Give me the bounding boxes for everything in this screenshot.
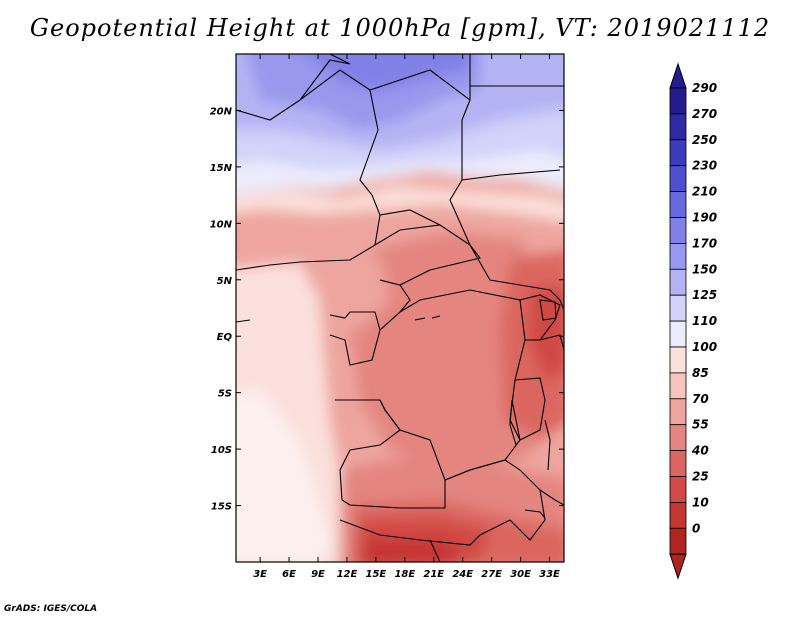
colorbar-label: 125 [692, 288, 717, 302]
colorbar-swatch [669, 450, 687, 477]
y-tick-label: 10S [211, 445, 232, 456]
colorbar-label: 85 [692, 366, 709, 380]
y-tick-label: EQ [217, 332, 233, 343]
colorbar-swatch [669, 139, 687, 167]
border-south-sudan [519, 284, 564, 311]
lake-victoria [539, 299, 557, 321]
border-car [374, 224, 481, 286]
colorbar-label: 100 [692, 340, 717, 354]
x-tick-label: 30E [510, 569, 531, 580]
colorbar-swatch [669, 191, 687, 218]
lake-malawi [544, 419, 551, 471]
colorbar-swatch [669, 501, 687, 529]
colorbar-label: 110 [692, 314, 717, 328]
border-mozambique [539, 489, 564, 506]
grads-credit: GrADS: IGES/COLA [4, 604, 98, 614]
border-botswana [429, 539, 441, 562]
colorbar: 2902702502302101901701501251101008570554… [669, 62, 717, 580]
colorbar-swatch [669, 372, 687, 400]
x-tick-label: 15E [366, 569, 387, 580]
colorbar-label: 40 [691, 444, 709, 458]
x-tick-label: 21E [423, 569, 444, 580]
y-tick-label: 5S [218, 389, 232, 400]
y-tick-label: 15S [211, 502, 232, 513]
colorbar-label: 290 [692, 81, 717, 95]
x-tick-label: 3E [253, 569, 267, 580]
colorbar-label: 25 [692, 470, 709, 484]
field-region-kalahari-min [361, 540, 459, 562]
x-tick-label: 18E [394, 569, 415, 580]
border-west-africa [236, 69, 381, 271]
border-congo [379, 284, 411, 331]
field-region-southwest [236, 390, 330, 562]
border-angola-south [341, 480, 446, 509]
colorbar-label: 150 [692, 262, 717, 276]
colorbar-arrow-top [669, 62, 687, 89]
border-uganda [519, 294, 561, 341]
river-congo [414, 315, 441, 321]
y-axis: 20N 15N 10N 5N EQ 5S 10S 15S [210, 106, 564, 513]
colorbar-swatch [669, 476, 687, 503]
colorbar-label: 190 [692, 211, 717, 225]
heatmap-field [236, 54, 564, 562]
colorbar-swatch [669, 165, 687, 192]
colorbar-label: 170 [692, 236, 717, 250]
y-tick-label: 15N [210, 163, 233, 174]
colorbar-swatch [669, 113, 687, 141]
colorbar-swatch [669, 527, 687, 555]
x-tick-label: 24E [452, 569, 473, 580]
colorbar-label: 55 [692, 418, 709, 432]
x-tick-label: 33E [539, 569, 560, 580]
y-tick-label: 10N [210, 219, 233, 230]
field-region-cameroon [320, 255, 390, 330]
border-zambia [444, 459, 546, 541]
colorbar-swatch [669, 320, 687, 348]
colorbar-swatch [669, 87, 687, 115]
border-coast-west [236, 319, 251, 323]
country-borders [236, 54, 564, 562]
chart-title: Geopotential Height at 1000hPa [gpm], VT… [29, 14, 771, 42]
field-contours [236, 54, 564, 562]
plot-frame [235, 53, 565, 563]
x-axis: 3E 6E 9E 12E 15E 18E 21E 24E 27E 30E 33E [253, 54, 560, 580]
colorbar-arrow-bottom [669, 553, 687, 580]
border-angola-north [335, 399, 401, 501]
colorbar-swatch [669, 268, 687, 296]
field-region-transition [236, 185, 564, 223]
x-tick-label: 12E [337, 569, 358, 580]
lake-kariba [524, 509, 546, 519]
x-tick-label: 9E [311, 569, 325, 580]
x-tick-label: 6E [282, 569, 296, 580]
colorbar-swatch [669, 424, 687, 452]
colorbar-label: 270 [692, 107, 717, 121]
y-tick-label: 5N [217, 276, 233, 287]
colorbar-label: 210 [692, 185, 717, 199]
colorbar-label: 10 [692, 495, 709, 509]
border-sudan [461, 169, 561, 181]
colorbar-swatch [669, 242, 687, 270]
x-tick-label: 27E [481, 569, 502, 580]
border-namibia [339, 519, 511, 546]
colorbar-swatch [669, 398, 687, 426]
colorbar-swatch [669, 294, 687, 322]
lake-tanganyika [509, 399, 521, 447]
colorbar-label: 70 [692, 392, 709, 406]
border-kenya [539, 334, 564, 351]
colorbar-label: 0 [692, 521, 700, 535]
colorbar-label: 230 [692, 159, 717, 173]
y-tick-label: 20N [210, 106, 233, 117]
colorbar-label: 250 [692, 133, 717, 147]
border-chad-car [379, 209, 441, 226]
colorbar-swatch [669, 217, 687, 244]
border-algeria [299, 54, 351, 101]
border-tanzania-west [514, 377, 546, 441]
colorbar-swatch [669, 346, 687, 374]
